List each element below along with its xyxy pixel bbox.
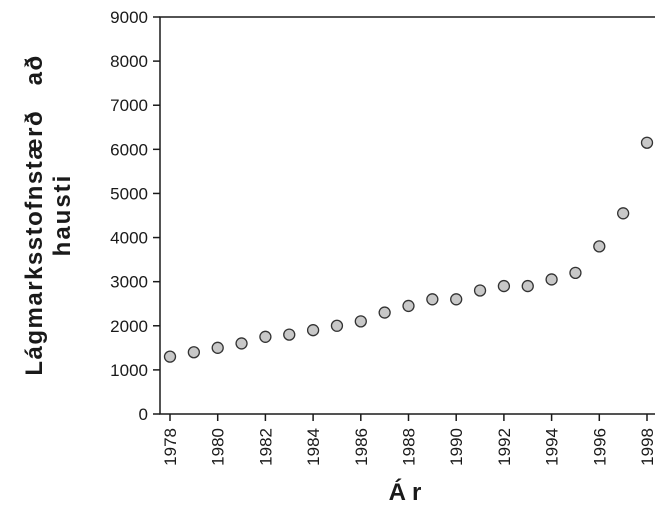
- data-point: [378, 306, 391, 319]
- x-axis: 1978 1980 1982 1984 1986 1988 1990 1992 1994 1996…: [161, 414, 655, 466]
- y-tick-label: 7000: [110, 96, 148, 115]
- data-point: [450, 293, 463, 306]
- x-tick-label: 1980: [209, 428, 228, 466]
- x-tick-label: 1998: [638, 428, 655, 466]
- x-axis-title: Ár: [389, 478, 428, 506]
- x-tick-label: 1982: [256, 428, 275, 466]
- x-tick-label: 1994: [543, 428, 562, 466]
- data-point: [330, 319, 344, 332]
- y-tick-label: 2000: [110, 317, 148, 336]
- x-tick-label: 1996: [590, 428, 609, 466]
- x-tick-label: 1978: [161, 428, 180, 466]
- y-axis-title-line-1: Lágmarksstofnstærð að: [21, 54, 48, 375]
- y-tick-label: 9000: [110, 8, 148, 27]
- data-point: [640, 136, 654, 149]
- data-points: [163, 136, 654, 363]
- data-point: [259, 330, 272, 343]
- data-point: [163, 350, 177, 363]
- y-tick-label: 8000: [110, 52, 148, 71]
- data-point: [497, 279, 511, 293]
- y-tick-label: 0: [139, 405, 148, 424]
- x-tick-label: 1986: [352, 428, 371, 466]
- y-axis-title: Lágmarksstofnstærð að hausti: [21, 54, 76, 375]
- y-axis: 0 1000 2000 3000 4000 5000 6000 7000 8000 9000: [110, 8, 160, 424]
- data-point: [473, 284, 487, 297]
- data-point: [521, 279, 534, 293]
- y-tick-label: 5000: [110, 184, 148, 203]
- x-tick-label: 1984: [304, 428, 323, 466]
- data-point: [187, 346, 201, 359]
- data-point: [545, 273, 558, 286]
- y-tick-label: 1000: [110, 361, 148, 380]
- data-point: [593, 240, 606, 253]
- data-point: [402, 299, 415, 313]
- y-tick-label: 6000: [110, 140, 148, 159]
- x-tick-label: 1992: [495, 428, 514, 466]
- y-axis-title-line-2: hausti: [49, 174, 76, 257]
- data-point: [426, 293, 439, 306]
- data-point: [569, 266, 582, 279]
- x-tick-label: 1988: [400, 428, 419, 466]
- y-tick-label: 3000: [110, 273, 148, 292]
- plot-frame: [159, 16, 655, 415]
- data-point: [617, 207, 630, 220]
- x-tick-label: 1990: [447, 428, 466, 466]
- data-point: [283, 328, 296, 341]
- data-point: [306, 324, 320, 337]
- data-point: [235, 337, 248, 350]
- data-point: [211, 341, 224, 354]
- data-point: [354, 315, 367, 328]
- y-tick-label: 4000: [110, 229, 148, 248]
